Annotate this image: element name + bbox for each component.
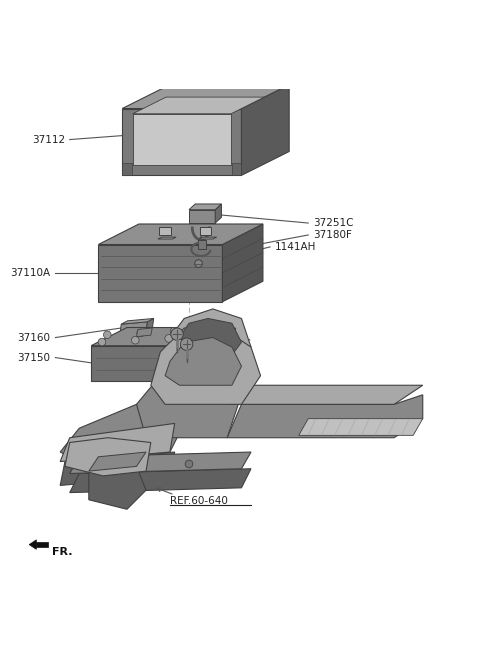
Text: 37112: 37112 bbox=[32, 134, 65, 144]
Text: 37160: 37160 bbox=[18, 333, 50, 342]
Polygon shape bbox=[89, 466, 146, 509]
Polygon shape bbox=[60, 452, 175, 485]
Circle shape bbox=[132, 337, 139, 344]
Polygon shape bbox=[200, 226, 211, 235]
Text: 37110A: 37110A bbox=[11, 268, 50, 278]
Polygon shape bbox=[132, 97, 264, 113]
Circle shape bbox=[137, 329, 144, 337]
Circle shape bbox=[195, 260, 203, 268]
Polygon shape bbox=[189, 210, 215, 223]
Polygon shape bbox=[299, 419, 423, 436]
Polygon shape bbox=[65, 438, 151, 476]
Polygon shape bbox=[208, 327, 244, 381]
Polygon shape bbox=[158, 237, 176, 239]
Polygon shape bbox=[98, 245, 222, 302]
Text: 1125AC: 1125AC bbox=[201, 329, 242, 339]
Polygon shape bbox=[241, 85, 289, 175]
Polygon shape bbox=[261, 79, 283, 84]
Polygon shape bbox=[198, 239, 206, 249]
Polygon shape bbox=[180, 318, 241, 361]
Polygon shape bbox=[136, 328, 152, 337]
Polygon shape bbox=[120, 322, 147, 335]
Polygon shape bbox=[91, 327, 244, 346]
Polygon shape bbox=[159, 226, 171, 235]
Circle shape bbox=[165, 335, 172, 342]
Polygon shape bbox=[70, 452, 251, 474]
Polygon shape bbox=[227, 385, 423, 404]
Text: 1141AH: 1141AH bbox=[275, 242, 316, 252]
Polygon shape bbox=[60, 404, 184, 466]
Circle shape bbox=[98, 338, 106, 346]
Polygon shape bbox=[215, 204, 221, 223]
Polygon shape bbox=[220, 328, 236, 337]
Text: 37150: 37150 bbox=[18, 352, 50, 363]
Text: 37251C: 37251C bbox=[313, 218, 354, 228]
Polygon shape bbox=[165, 338, 241, 385]
Text: FR.: FR. bbox=[52, 547, 72, 557]
Polygon shape bbox=[136, 352, 241, 438]
Circle shape bbox=[180, 338, 193, 350]
Polygon shape bbox=[36, 543, 48, 547]
Polygon shape bbox=[227, 395, 423, 438]
Polygon shape bbox=[232, 163, 241, 175]
Polygon shape bbox=[222, 224, 263, 302]
Polygon shape bbox=[170, 309, 251, 366]
Polygon shape bbox=[70, 469, 251, 493]
Polygon shape bbox=[89, 452, 146, 471]
Polygon shape bbox=[182, 79, 204, 84]
Polygon shape bbox=[122, 85, 289, 108]
Polygon shape bbox=[122, 163, 132, 175]
Polygon shape bbox=[199, 237, 216, 239]
Circle shape bbox=[170, 327, 178, 335]
Text: 37180F: 37180F bbox=[313, 230, 352, 240]
Polygon shape bbox=[98, 224, 263, 245]
Polygon shape bbox=[122, 108, 241, 175]
Polygon shape bbox=[151, 328, 261, 404]
Polygon shape bbox=[91, 346, 208, 381]
Polygon shape bbox=[60, 423, 175, 462]
Circle shape bbox=[171, 328, 183, 340]
Polygon shape bbox=[146, 318, 154, 333]
Polygon shape bbox=[132, 113, 231, 165]
Circle shape bbox=[185, 460, 193, 468]
Text: REF.60-640: REF.60-640 bbox=[170, 496, 228, 506]
Text: 1125AC: 1125AC bbox=[210, 339, 252, 349]
Circle shape bbox=[104, 331, 111, 338]
Polygon shape bbox=[189, 204, 221, 210]
Polygon shape bbox=[29, 540, 36, 549]
Polygon shape bbox=[121, 318, 154, 324]
